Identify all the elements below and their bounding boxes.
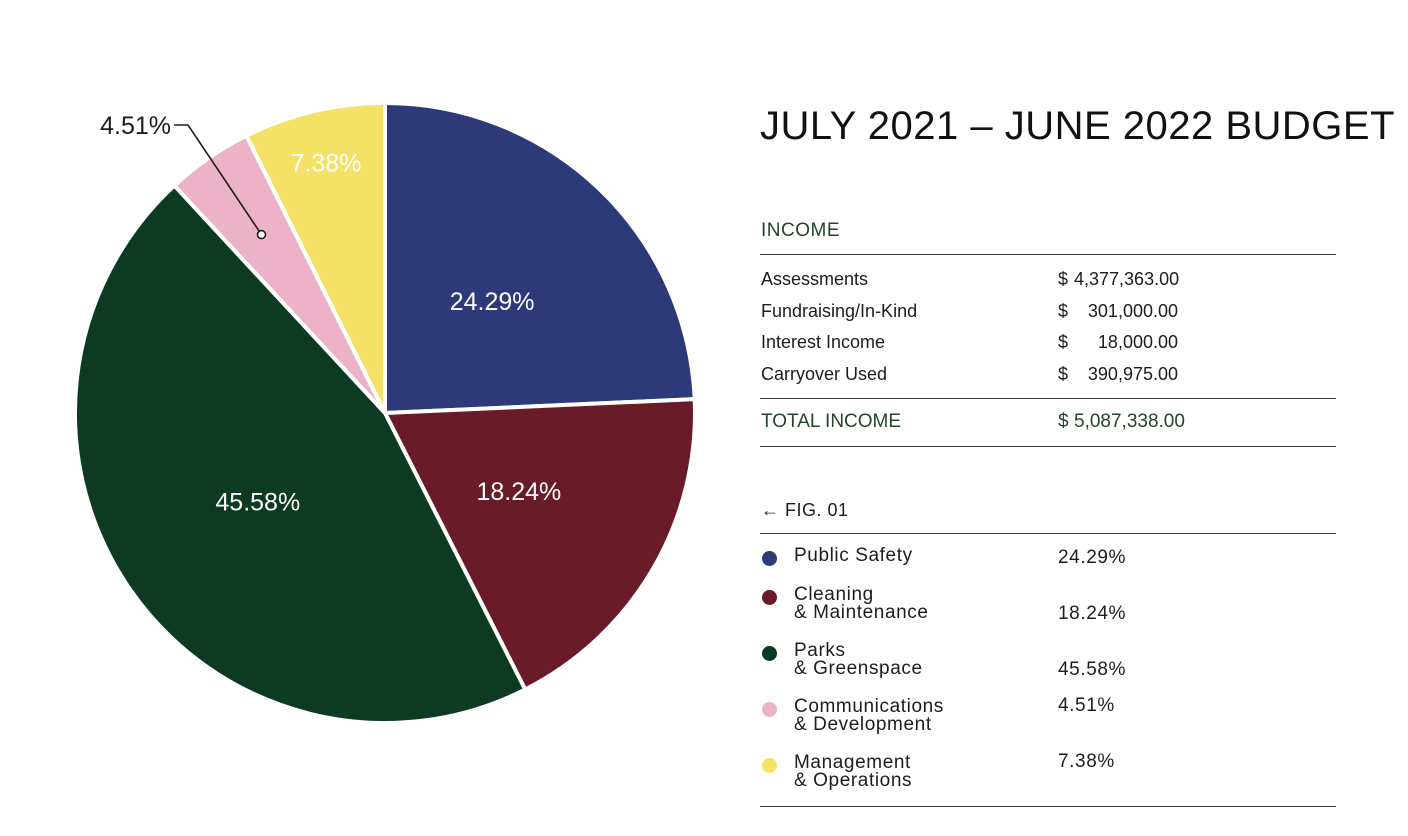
income-currency: $: [1058, 269, 1069, 289]
income-amount: 18,000.00: [1097, 332, 1178, 352]
pie-label-cleaning-and-maintenance: 18.24%: [477, 478, 562, 506]
budget-pie-chart: 24.29% 18.24% 45.58% 4.51% 7.38%: [73, 101, 697, 726]
legend-name-line1: Management: [794, 752, 911, 773]
legend-bottom-rule: [760, 806, 1336, 807]
income-amount: 390,975.00: [1087, 364, 1178, 384]
legend-swatch: [762, 590, 777, 605]
legend-percent: 7.38%: [1058, 751, 1115, 772]
pie-label-management-and-operations: 7.38%: [290, 150, 361, 178]
legend-name: Communications & Development: [794, 696, 944, 735]
legend-swatch: [762, 551, 777, 566]
legend-name: Parks & Greenspace: [794, 640, 923, 679]
pie-slice-cleaning-and-maintenance: [383, 397, 697, 692]
total-income-currency: $: [1058, 411, 1069, 432]
legend-name-line1: Cleaning: [794, 584, 874, 605]
income-label: Carryover Used: [761, 364, 888, 384]
legend-name-line1: Parks: [794, 640, 846, 661]
page-title: JULY 2021 – JUNE 2022 BUDGET: [760, 104, 1396, 148]
legend-percent: 24.29%: [1058, 547, 1127, 568]
legend-name: Cleaning & Maintenance: [794, 584, 929, 623]
legend-percent: 45.58%: [1058, 659, 1127, 680]
income-currency: $: [1058, 364, 1069, 384]
income-total-rule: [760, 398, 1336, 399]
pie-label-parks-and-greenspace: 45.58%: [215, 489, 300, 517]
legend-percent: 4.51%: [1058, 695, 1115, 716]
income-bottom-rule: [760, 446, 1336, 447]
legend-swatch: [762, 702, 777, 717]
legend-name-line2: & Greenspace: [794, 658, 923, 679]
income-row-assessments: Assessments $ 4,377,363.00: [761, 269, 1321, 295]
total-income-label: TOTAL INCOME: [761, 411, 902, 432]
legend-name-line2: & Development: [794, 714, 932, 735]
figure-label: ← FIG. 01: [761, 500, 849, 520]
legend-name-line1: Public Safety: [794, 545, 913, 566]
pie-slice-public-safety: [383, 101, 697, 415]
legend-name: Management & Operations: [794, 752, 913, 791]
income-section-label: INCOME: [761, 220, 840, 241]
income-currency: $: [1058, 332, 1069, 352]
income-label: Assessments: [761, 269, 869, 289]
income-label: Interest Income: [761, 332, 886, 352]
income-row-interest: Interest Income $ 18,000.00: [761, 332, 1321, 358]
callout-dot: [256, 229, 267, 240]
total-income-amount: 5,087,338.00: [1074, 411, 1185, 432]
income-amount: 301,000.00: [1087, 301, 1178, 321]
income-row-fundraising: Fundraising/In-Kind $ 301,000.00: [761, 301, 1321, 327]
pie-slice-management-and-operations: [244, 101, 387, 415]
income-row-carryover: Carryover Used $ 390,975.00: [761, 364, 1321, 390]
income-amount: 4,377,363.00: [1074, 269, 1180, 289]
income-currency: $: [1058, 301, 1069, 321]
legend-swatch: [762, 646, 777, 661]
pie-label-public-safety: 24.29%: [450, 288, 535, 316]
legend-name-line2: & Maintenance: [794, 602, 929, 623]
income-label: Fundraising/In-Kind: [761, 301, 918, 321]
callout-leader-line: [174, 124, 263, 236]
income-row-total: TOTAL INCOME $ 5,087,338.00: [761, 411, 1321, 437]
pie-label-communications-and-development: 4.51%: [100, 112, 171, 140]
income-top-rule: [760, 254, 1336, 255]
legend-top-rule: [760, 533, 1336, 534]
legend-name-line1: Communications: [794, 696, 944, 717]
legend-percent: 18.24%: [1058, 603, 1127, 624]
legend-name-line2: & Operations: [794, 770, 913, 791]
pie-slice-parks-and-greenspace: [73, 183, 528, 726]
legend-swatch: [762, 758, 777, 773]
legend-name: Public Safety: [794, 545, 913, 566]
